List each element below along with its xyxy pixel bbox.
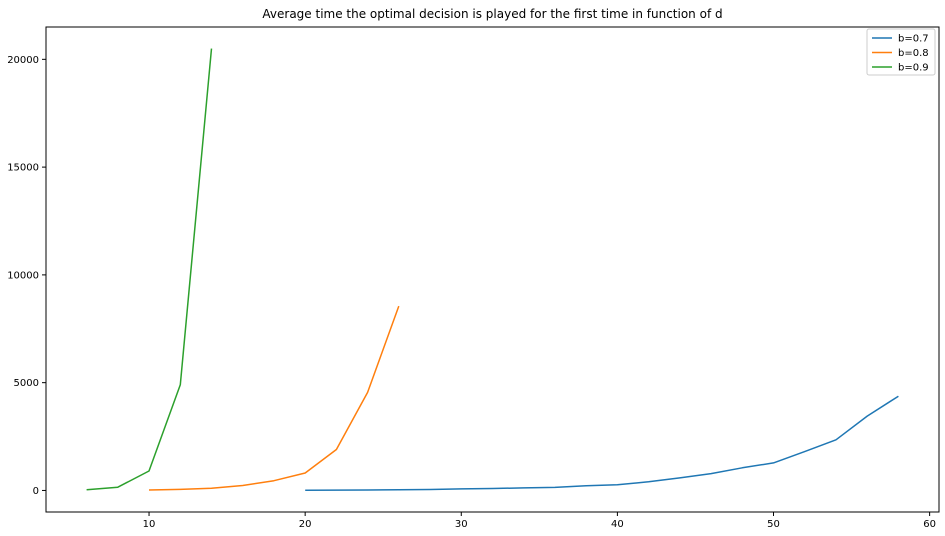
x-tick-label: 40 bbox=[611, 519, 624, 530]
chart-title: Average time the optimal decision is pla… bbox=[262, 7, 722, 21]
y-tick-label: 10000 bbox=[7, 270, 39, 281]
y-tick-label: 20000 bbox=[7, 55, 39, 66]
y-tick-label: 5000 bbox=[14, 378, 39, 389]
series-line-b=0.7 bbox=[305, 395, 899, 491]
x-tick-label: 50 bbox=[767, 519, 780, 530]
legend-label: b=0.7 bbox=[898, 34, 929, 45]
plot-area bbox=[86, 48, 899, 491]
legend-label: b=0.9 bbox=[898, 63, 929, 74]
x-tick-label: 10 bbox=[143, 519, 156, 530]
series-line-b=0.8 bbox=[148, 305, 400, 491]
x-tick-label: 60 bbox=[923, 519, 936, 530]
series-line-b=0.9 bbox=[86, 48, 213, 491]
legend: b=0.7 b=0.8 b=0.9 bbox=[866, 28, 936, 76]
legend-box bbox=[866, 28, 936, 76]
y-tick-label: 15000 bbox=[7, 163, 39, 174]
axes: 10 20 30 40 50 60 0 5000 10000 15000 20000 bbox=[7, 55, 936, 530]
x-tick-label: 20 bbox=[299, 519, 312, 530]
plot-frame bbox=[45, 26, 940, 513]
x-tick-label: 30 bbox=[455, 519, 468, 530]
y-tick-label: 0 bbox=[33, 486, 39, 497]
legend-label: b=0.8 bbox=[898, 48, 929, 59]
